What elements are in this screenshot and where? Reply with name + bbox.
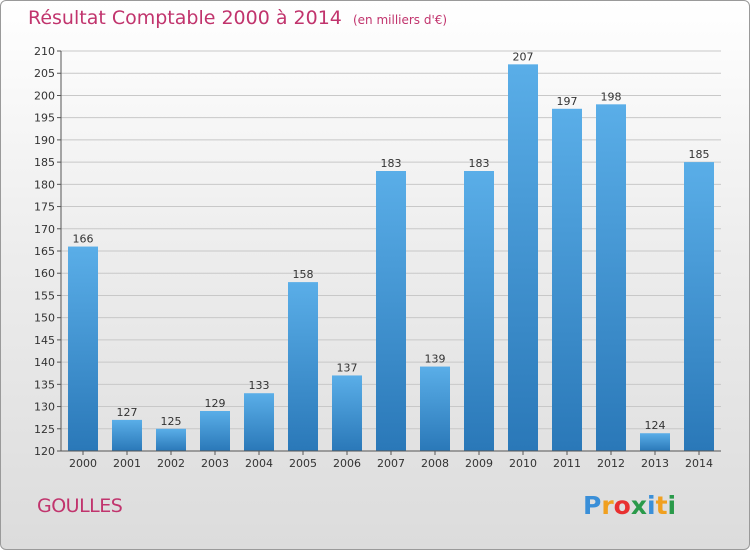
logo-letter: o — [613, 491, 631, 520]
y-axis-ticks: 120 125 130 135 140 145 150 155 160 165 170 175 180 1… — [34, 45, 61, 458]
x-axis-ticks: 2000 2001 2002 2003 2004 2005 2006 2007 2008 2009… — [69, 451, 713, 470]
y-tick-label: 135 — [34, 378, 55, 391]
x-tick-label: 2000 — [69, 457, 97, 470]
data-label: 129 — [205, 397, 226, 410]
logo-letter: i — [647, 491, 656, 520]
chart-title: Résultat Comptable 2000 à 2014 (en milli… — [28, 7, 447, 29]
y-tick-label: 210 — [34, 45, 55, 58]
y-tick-label: 140 — [34, 356, 55, 369]
x-tick-label: 2008 — [421, 457, 449, 470]
x-tick-label: 2007 — [377, 457, 405, 470]
data-label: 185 — [689, 148, 710, 161]
y-tick-label: 145 — [34, 334, 55, 347]
y-tick-label: 125 — [34, 423, 55, 436]
data-label: 183 — [381, 157, 402, 170]
x-tick-label: 2011 — [553, 457, 581, 470]
data-label: 124 — [645, 419, 666, 432]
x-tick-label: 2006 — [333, 457, 361, 470]
y-tick-label: 195 — [34, 112, 55, 125]
bar-2009 — [464, 171, 494, 451]
bar-2000 — [68, 246, 98, 451]
x-tick-label: 2010 — [509, 457, 537, 470]
y-tick-label: 120 — [34, 445, 55, 458]
chart-unit-text: (en milliers d'€) — [352, 13, 448, 27]
logo-letter: P — [583, 491, 602, 520]
data-labels: 166 127 125 129 133 158 137 183 139 183 207 197 198 1… — [73, 50, 710, 432]
data-label: 197 — [557, 95, 578, 108]
x-tick-label: 2009 — [465, 457, 493, 470]
data-label: 139 — [425, 353, 446, 366]
y-tick-label: 160 — [34, 267, 55, 280]
x-tick-label: 2005 — [289, 457, 317, 470]
y-tick-label: 190 — [34, 134, 55, 147]
x-tick-label: 2002 — [157, 457, 185, 470]
bar-2004 — [244, 393, 274, 451]
bar-2005 — [288, 282, 318, 451]
chart-title-text: Résultat Comptable 2000 à 2014 — [28, 7, 342, 29]
data-label: 183 — [469, 157, 490, 170]
bar-2003 — [200, 411, 230, 451]
proxiti-logo[interactable]: Proxiti — [583, 491, 676, 520]
bar-2002 — [156, 428, 186, 451]
data-label: 198 — [601, 90, 622, 103]
bar-2007 — [376, 171, 406, 451]
data-label: 158 — [293, 268, 314, 281]
data-label: 125 — [161, 415, 182, 428]
x-tick-label: 2012 — [597, 457, 625, 470]
data-label: 207 — [513, 50, 534, 63]
x-tick-label: 2013 — [641, 457, 669, 470]
y-tick-label: 155 — [34, 289, 55, 302]
bar-2010 — [508, 64, 538, 452]
y-tick-label: 165 — [34, 245, 55, 258]
logo-letter: t — [655, 491, 668, 520]
y-tick-label: 150 — [34, 312, 55, 325]
bar-2008 — [420, 366, 450, 451]
bar-2011 — [552, 108, 582, 452]
y-tick-label: 185 — [34, 156, 55, 169]
x-tick-label: 2014 — [685, 457, 713, 470]
y-tick-label: 200 — [34, 89, 55, 102]
data-label: 166 — [73, 233, 94, 246]
bar-2014 — [684, 162, 714, 451]
y-tick-label: 170 — [34, 223, 55, 236]
data-label: 133 — [249, 379, 270, 392]
data-label: 127 — [117, 406, 138, 419]
logo-letter: x — [630, 491, 647, 520]
x-tick-label: 2004 — [245, 457, 273, 470]
x-tick-label: 2001 — [113, 457, 141, 470]
y-tick-label: 175 — [34, 201, 55, 214]
y-tick-label: 180 — [34, 178, 55, 191]
bar-2013 — [640, 433, 670, 451]
bar-2012 — [596, 104, 626, 451]
bar-2006 — [332, 375, 362, 451]
bars — [68, 64, 714, 452]
data-label: 137 — [337, 361, 358, 374]
logo-letter: r — [601, 491, 614, 520]
x-tick-label: 2003 — [201, 457, 229, 470]
place-name: GOULLES — [37, 495, 123, 517]
logo-letter: i — [667, 491, 677, 520]
y-tick-label: 205 — [34, 67, 55, 80]
y-tick-label: 130 — [34, 401, 55, 414]
bar-2001 — [112, 419, 142, 451]
